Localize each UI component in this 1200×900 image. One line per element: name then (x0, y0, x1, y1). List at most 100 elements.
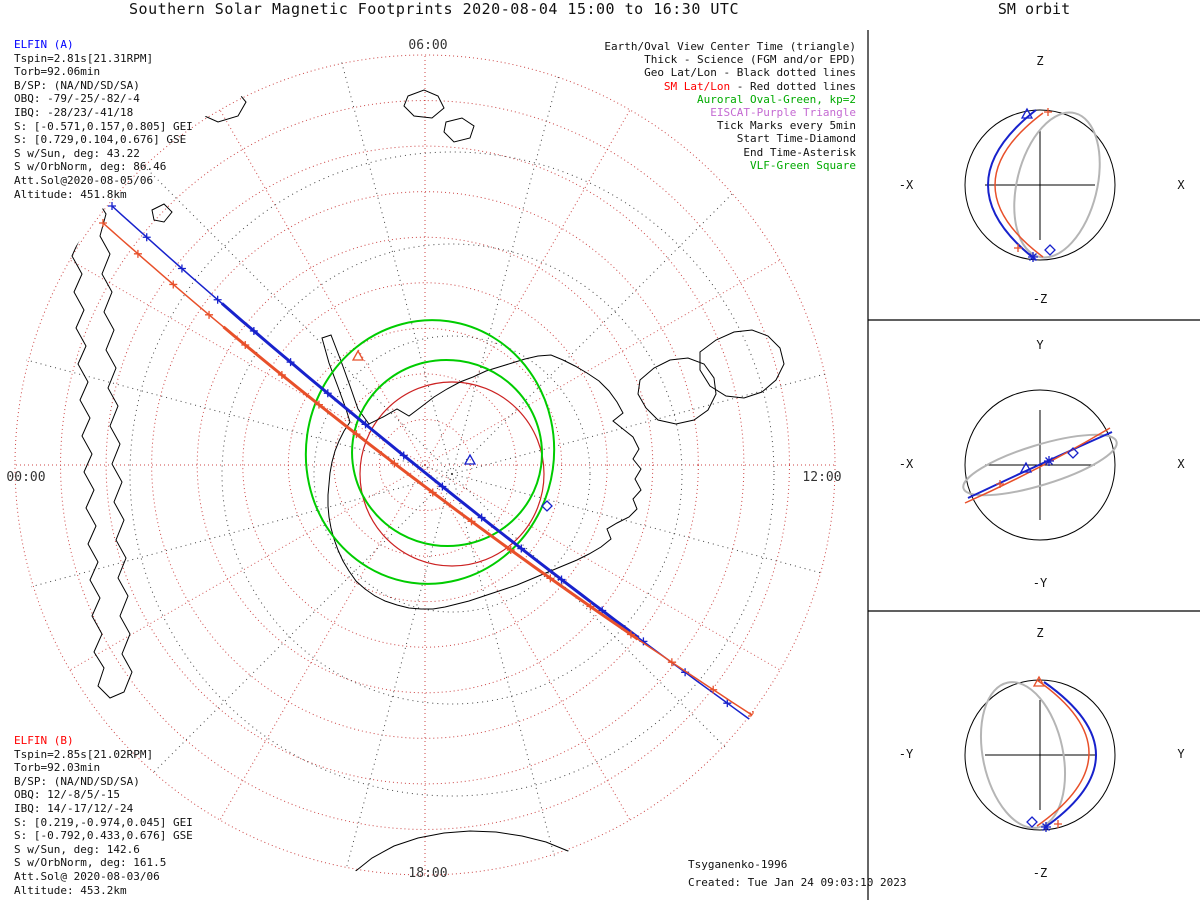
orbit1-axis-right: X (1177, 178, 1185, 192)
elfin-b-line: B/SP: (NA/ND/SD/SA) (14, 775, 193, 789)
legend-line: VLF-Green Square (604, 159, 856, 172)
orbit-gray-ellipse (979, 681, 1067, 829)
plus-marker (1054, 820, 1062, 828)
legend-line-prefix: SM Lat/Lon (663, 79, 731, 93)
coastline-island-3 (151, 203, 173, 223)
elfin-a-line-text: S: [0.729,0.104,0.676] GSE (14, 133, 187, 147)
plus-marker (467, 517, 476, 526)
triangle-marker (1019, 461, 1033, 473)
geo-lon-spoke (451, 354, 837, 475)
elfin-b-line-text: Tspin=2.85s[21.02RPM] (14, 747, 154, 761)
elfin-a-line: Att.Sol@2020-08-05/06 (14, 174, 193, 188)
plus-marker (667, 658, 676, 667)
diamond-marker (1044, 244, 1056, 256)
triangle-marker (351, 349, 365, 361)
plus-marker (314, 400, 323, 409)
plus-marker (205, 310, 214, 319)
plus-marker (438, 482, 447, 491)
science-segment (222, 325, 639, 641)
geo-lat-ring (221, 243, 683, 705)
model-label: Tsyganenko-1996 (688, 858, 788, 871)
clock-label-0000: 00:00 (6, 470, 46, 485)
plus-marker (399, 451, 408, 460)
footprint-tracks (99, 202, 774, 738)
sm-lat-ring (14, 54, 836, 876)
elfin-b-line: S w/Sun, deg: 142.6 (14, 843, 193, 857)
sm-orbit-title: SM orbit (997, 0, 1071, 18)
main-map (13, 53, 837, 877)
plus-marker (709, 685, 718, 694)
sm-lon-spoke (424, 464, 781, 671)
plus-marker (323, 389, 332, 398)
elfin-b-line-text: B/SP: (NA/ND/SD/SA) (14, 774, 140, 788)
sm-lon-spoke (424, 464, 631, 821)
geo-lon-spoke (451, 148, 778, 475)
elfin-b-line-text: S: [-0.792,0.433,0.676] GSE (14, 829, 193, 843)
elfin-a-line-text: S w/Sun, deg: 43.22 (14, 146, 140, 160)
sm-lon-spoke (219, 464, 426, 821)
orbit-track (994, 112, 1044, 258)
elfin-a-line-text: B/SP: (NA/ND/SD/SA) (14, 78, 140, 92)
orbit-track (1043, 681, 1097, 829)
elfin-a-line-text: Torb=92.06min (14, 65, 101, 79)
sm-lat-ring (333, 373, 517, 557)
elfin-a-line-text: IBQ: -28/23/-41/18 (14, 105, 134, 119)
orbit-axes-cross (985, 130, 1095, 240)
coastline-island-1 (191, 83, 247, 123)
plus-marker (723, 699, 732, 708)
elfin-a-line: S w/OrbNorm, deg: 86.46 (14, 160, 193, 174)
plus-marker (133, 249, 142, 258)
elfin-a-line: Altitude: 451.8km (14, 188, 193, 202)
footprint-track (102, 222, 756, 718)
legend-line-text: Earth/Oval View Center Time (triangle) (604, 40, 856, 53)
geo-lon-spoke (126, 148, 453, 475)
geo-lon-spoke (332, 53, 453, 475)
plus-marker (277, 370, 286, 379)
legend: Earth/Oval View Center Time (triangle) Th… (604, 40, 856, 172)
geo-lat-ring (129, 151, 775, 797)
triangle-marker (463, 453, 477, 465)
legend-line-text: - Red dotted lines (730, 79, 856, 93)
plus-marker (517, 544, 526, 553)
coastline-south-america (71, 197, 133, 699)
legend-line-text: VLF-Green Square (750, 158, 856, 172)
elfin-a-line: Tspin=2.81s[21.31RPM] (14, 52, 193, 66)
legend-line-text: Thick - Science (FGM and/or EPD) (644, 53, 856, 67)
elfin-a-line-text: ELFIN (A) (14, 38, 74, 51)
sm-lat-ring (242, 282, 608, 648)
orbit1-axis-bottom: -Z (1032, 292, 1048, 306)
coastline-island-2 (247, 55, 281, 79)
legend-line-text: Tick Marks every 5min (716, 119, 856, 133)
asterisk-marker (1028, 252, 1038, 262)
elfin-b-line: IBQ: 14/-17/12/-24 (14, 802, 193, 816)
elfin-a-line: ELFIN (A) (14, 38, 193, 52)
geo-lon-spoke (126, 473, 453, 800)
diamond-marker (1067, 447, 1079, 459)
triangle-marker (1020, 107, 1034, 119)
elfin-b-line: S: [-0.792,0.433,0.676] GSE (14, 829, 193, 843)
coastline-bottom-arc (351, 830, 621, 877)
plus-marker (766, 730, 774, 738)
sm-orbit-plots (962, 107, 1118, 832)
clock-label-0600: 06:00 (408, 38, 448, 53)
orbit3-axis-right: Y (1177, 747, 1185, 761)
legend-line: Thick - Science (FGM and/or EPD) (604, 53, 856, 66)
asterisk-marker (748, 711, 758, 721)
elfin-a-line: S w/Sun, deg: 43.22 (14, 147, 193, 161)
orbit-track (964, 427, 1111, 504)
plus-marker (361, 420, 370, 429)
orbit3-axis-top: Z (1036, 626, 1044, 640)
coastline-island-5 (443, 117, 475, 143)
plus-marker (286, 358, 295, 367)
elfin-a-line-text: Tspin=2.81s[21.31RPM] (14, 51, 154, 65)
elfin-b-line-text: S w/Sun, deg: 142.6 (14, 842, 140, 856)
elfin-a-line: S: [0.729,0.104,0.676] GSE (14, 133, 193, 147)
sm-lat-ring (105, 145, 745, 785)
plus-marker (428, 488, 437, 497)
orbit1-axis-top: Z (1036, 54, 1044, 68)
plus-marker (142, 233, 151, 242)
clock-label-1200: 12:00 (802, 470, 842, 485)
elfin-b-line: Altitude: 453.2km (14, 884, 193, 898)
orbit2-axis-bottom: -Y (1032, 576, 1048, 590)
